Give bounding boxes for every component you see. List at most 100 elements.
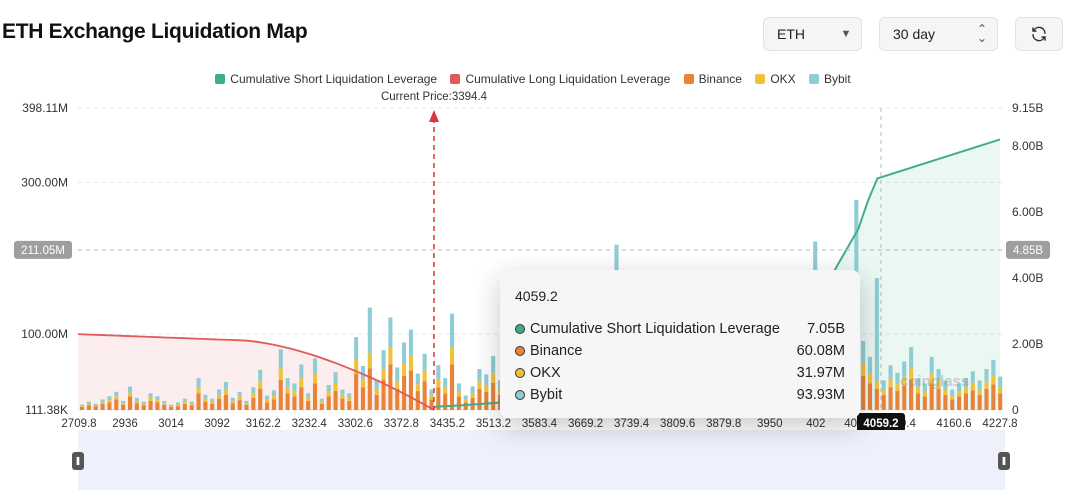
tooltip-title: 4059.2 [515, 288, 558, 304]
bar-okx [881, 389, 886, 395]
bar-bybit [456, 383, 461, 392]
bar-binance [909, 379, 914, 410]
bar-bybit [292, 383, 297, 392]
bar-binance [237, 400, 242, 410]
tooltip-dot [515, 368, 525, 378]
asset-select[interactable]: ETH ▼ [763, 17, 862, 51]
bar-binance [360, 387, 366, 410]
tooltip-dot [515, 324, 525, 334]
bar-okx [477, 381, 482, 389]
bar-binance [326, 396, 331, 410]
bar-binance [936, 388, 941, 410]
bar-binance [484, 391, 489, 410]
bar-bybit [258, 369, 263, 382]
bar-binance [888, 387, 893, 410]
bar-bybit [443, 378, 448, 388]
tooltip-label: OKX [530, 365, 561, 381]
bar-binance [203, 401, 208, 410]
bar-okx [100, 402, 105, 404]
bar-bybit [881, 380, 886, 390]
bar-binance [963, 393, 968, 410]
bar-binance [93, 406, 98, 410]
bar-okx [950, 395, 955, 400]
bar-bybit [141, 401, 146, 404]
bar-okx [251, 393, 256, 398]
bar-okx [278, 368, 283, 380]
bar-okx [203, 398, 208, 402]
current-price-label: Current Price:3394.4 [381, 91, 488, 103]
bar-binance [984, 388, 989, 410]
bar-bybit [347, 393, 352, 398]
bar-binance [319, 403, 324, 410]
x-tick-label: 2936 [112, 418, 138, 430]
chart-legend: Cumulative Short Liquidation Leverage Cu… [0, 72, 1066, 86]
crosshair-x-badge [857, 413, 905, 432]
bar-binance [312, 383, 318, 410]
bar-bybit [203, 394, 208, 399]
bar-okx [402, 363, 407, 376]
bar-okx [484, 384, 489, 392]
bar-binance [210, 403, 215, 410]
bar-okx [244, 403, 249, 405]
period-select-value: 30 day [893, 26, 936, 42]
bar-okx [395, 381, 400, 389]
legend-item-okx[interactable]: OKX [755, 72, 796, 86]
bar-bybit [162, 400, 167, 404]
bar-okx [155, 400, 160, 403]
bar-okx [984, 381, 989, 389]
bar-okx [299, 378, 304, 388]
bar-bybit [367, 307, 372, 354]
tooltip-label: Binance [530, 343, 583, 359]
x-tick-label: 3879.8 [706, 418, 741, 430]
bar-okx [922, 391, 927, 397]
bar-okx [970, 382, 975, 391]
zoom-handle-left[interactable]: ❚ [72, 452, 84, 470]
y-axis-right: 9.15B 8.00B 6.00B 4.00B 2.00B 0 [1012, 101, 1043, 417]
bar-okx [861, 363, 866, 376]
y-right-tick-label: 6.00B [1012, 205, 1043, 219]
bar-bybit [929, 356, 934, 374]
bar-okx [867, 373, 873, 384]
bar-okx [354, 359, 359, 374]
crosshair-left-value: 211.05M [21, 245, 65, 257]
asset-select-value: ETH [777, 26, 805, 42]
legend-item-long[interactable]: Cumulative Long Liquidation Leverage [450, 72, 670, 86]
current-price-arrow [429, 110, 439, 122]
bar-okx [80, 406, 85, 407]
bar-bybit [86, 401, 91, 404]
bar-okx [271, 395, 276, 400]
x-tick-label: 3739.4 [614, 418, 650, 430]
bar-binance [217, 398, 222, 410]
bar-binance [436, 387, 441, 410]
refresh-button[interactable] [1015, 17, 1063, 51]
bar-bybit [360, 366, 366, 380]
y-left-tick-label: 300.00M [21, 175, 68, 189]
bar-okx [943, 389, 948, 395]
bar-binance [463, 402, 468, 410]
tooltip-value: 60.08M [796, 343, 845, 359]
bar-bybit [402, 342, 407, 364]
period-select[interactable]: 30 day ⌃ ⌄ [879, 17, 998, 51]
bar-okx [141, 403, 146, 406]
bar-bybit [915, 378, 921, 388]
legend-item-short[interactable]: Cumulative Short Liquidation Leverage [215, 72, 437, 86]
watermark-text: coinglass [900, 373, 969, 390]
zoom-handle-right[interactable]: ❚ [998, 452, 1010, 470]
bar-okx [360, 379, 366, 388]
bar-binance [244, 404, 249, 410]
bar-binance [278, 379, 283, 410]
bar-bybit [936, 369, 941, 382]
legend-item-bybit[interactable]: Bybit [809, 72, 851, 86]
zoom-slider-track[interactable] [78, 430, 1005, 490]
x-tick-label: 3809.6 [660, 418, 695, 430]
y-right-tick-label: 9.15B [1012, 101, 1043, 115]
bar-binance [223, 394, 228, 410]
bar-okx [977, 389, 982, 395]
tooltip-row-okx: OKX 31.97M [515, 362, 845, 384]
bar-okx [223, 389, 228, 395]
legend-item-binance[interactable]: Binance [683, 72, 742, 86]
bar-okx [998, 387, 1003, 394]
bar-binance [922, 396, 927, 410]
bar-okx [175, 404, 181, 407]
